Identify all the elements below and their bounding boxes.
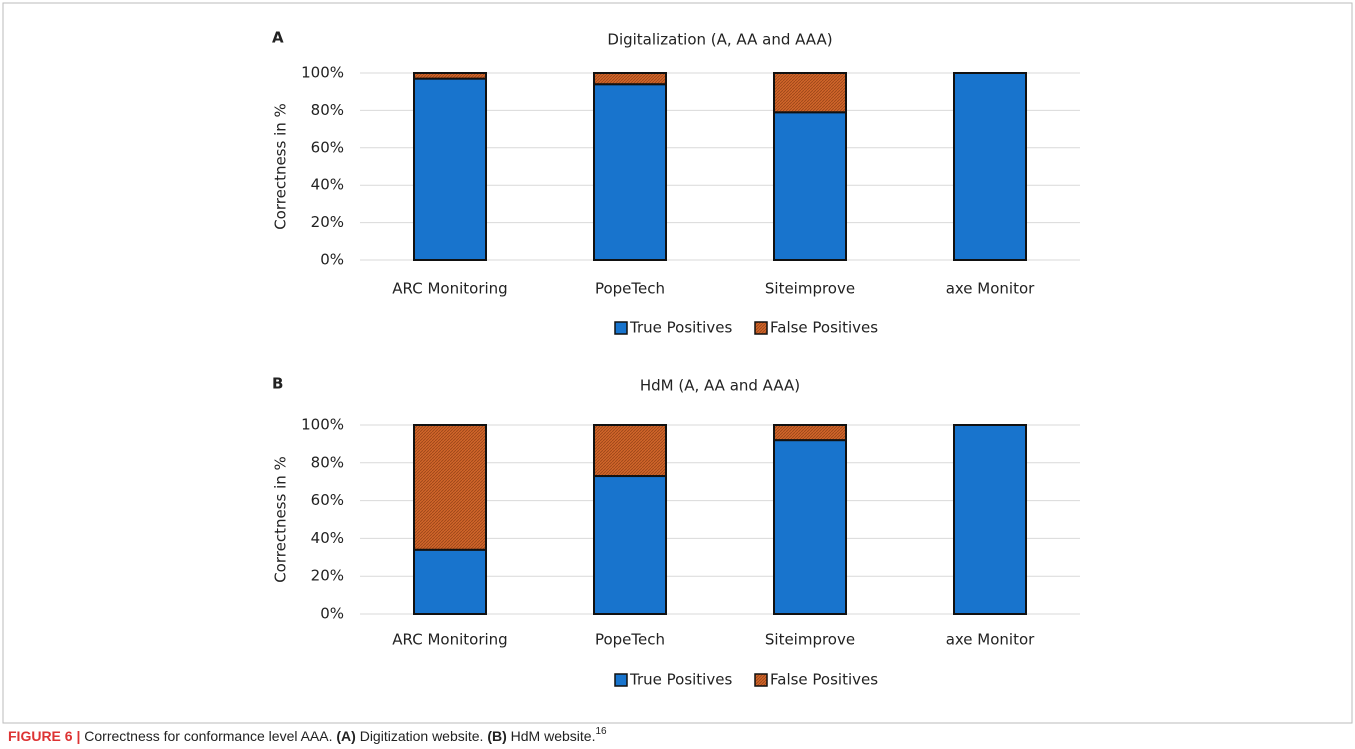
legend-label: False Positives [770, 671, 878, 689]
bar-segment [413, 77, 487, 261]
legend-swatch [614, 321, 628, 335]
caption-b-text: HdM website. [507, 728, 596, 744]
legend-swatch [614, 673, 628, 687]
caption-b-label: (B) [487, 728, 506, 744]
panel-letter: B [272, 375, 283, 393]
legend-label: False Positives [770, 319, 878, 337]
bar-segment [953, 424, 1027, 615]
chart-title: Digitalization (A, AA and AAA) [607, 31, 832, 49]
x-tick-label: Siteimprove [765, 631, 855, 649]
y-tick-label: 0% [320, 605, 344, 623]
figure-border [2, 2, 1353, 724]
bar-segment [773, 72, 847, 114]
caption-a-text: Digitization website. [356, 728, 488, 744]
y-tick-label: 100% [301, 64, 344, 82]
bar-segment [593, 475, 667, 615]
bar-segment [593, 83, 667, 261]
legend-label: True Positives [629, 671, 732, 689]
legend-label: True Positives [629, 319, 732, 337]
bar-segment [413, 548, 487, 615]
x-tick-label: axe Monitor [946, 631, 1035, 649]
caption-a-label: (A) [336, 728, 355, 744]
x-tick-label: ARC Monitoring [392, 631, 507, 649]
y-tick-label: 60% [311, 491, 344, 509]
chart-title: HdM (A, AA and AAA) [640, 377, 800, 395]
x-tick-label: PopeTech [595, 631, 665, 649]
caption: FIGURE 6 | Correctness for conformance l… [8, 726, 607, 744]
bar-segment [593, 72, 667, 86]
x-tick-label: Siteimprove [765, 280, 855, 298]
y-axis-label: Correctness in % [272, 103, 290, 230]
bar-segment [773, 439, 847, 615]
bar-segment [593, 424, 667, 478]
y-tick-label: 0% [320, 251, 344, 269]
y-tick-label: 40% [311, 176, 344, 194]
caption-label: FIGURE 6 | [8, 728, 80, 744]
legend-swatch [754, 321, 768, 335]
x-tick-label: axe Monitor [946, 280, 1035, 298]
y-tick-label: 20% [311, 213, 344, 231]
bar-segment [773, 111, 847, 261]
x-tick-label: PopeTech [595, 280, 665, 298]
y-tick-label: 100% [301, 416, 344, 434]
bar-segment [953, 72, 1027, 261]
legend-swatch [754, 673, 768, 687]
bar-segment [773, 424, 847, 442]
caption-text: Correctness for conformance level AAA. [80, 728, 336, 744]
x-tick-label: ARC Monitoring [392, 280, 507, 298]
y-tick-label: 80% [311, 453, 344, 471]
y-tick-label: 40% [311, 529, 344, 547]
bar-segment [413, 424, 487, 551]
bar-segment [413, 72, 487, 80]
y-tick-label: 60% [311, 138, 344, 156]
y-axis-label: Correctness in % [272, 456, 290, 583]
caption-footnote: 16 [595, 726, 607, 737]
y-tick-label: 80% [311, 101, 344, 119]
y-tick-label: 20% [311, 567, 344, 585]
panel-letter: A [272, 29, 284, 47]
